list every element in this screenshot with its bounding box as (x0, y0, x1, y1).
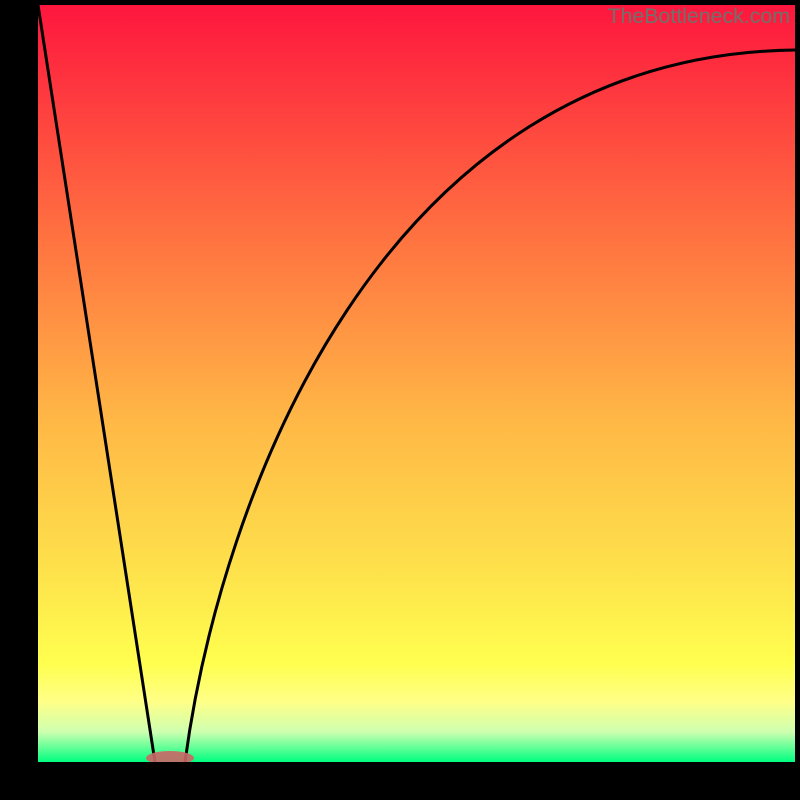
chart-container: TheBottleneck.com (0, 0, 800, 800)
black-frame (0, 0, 800, 800)
watermark-text: TheBottleneck.com (607, 4, 790, 29)
